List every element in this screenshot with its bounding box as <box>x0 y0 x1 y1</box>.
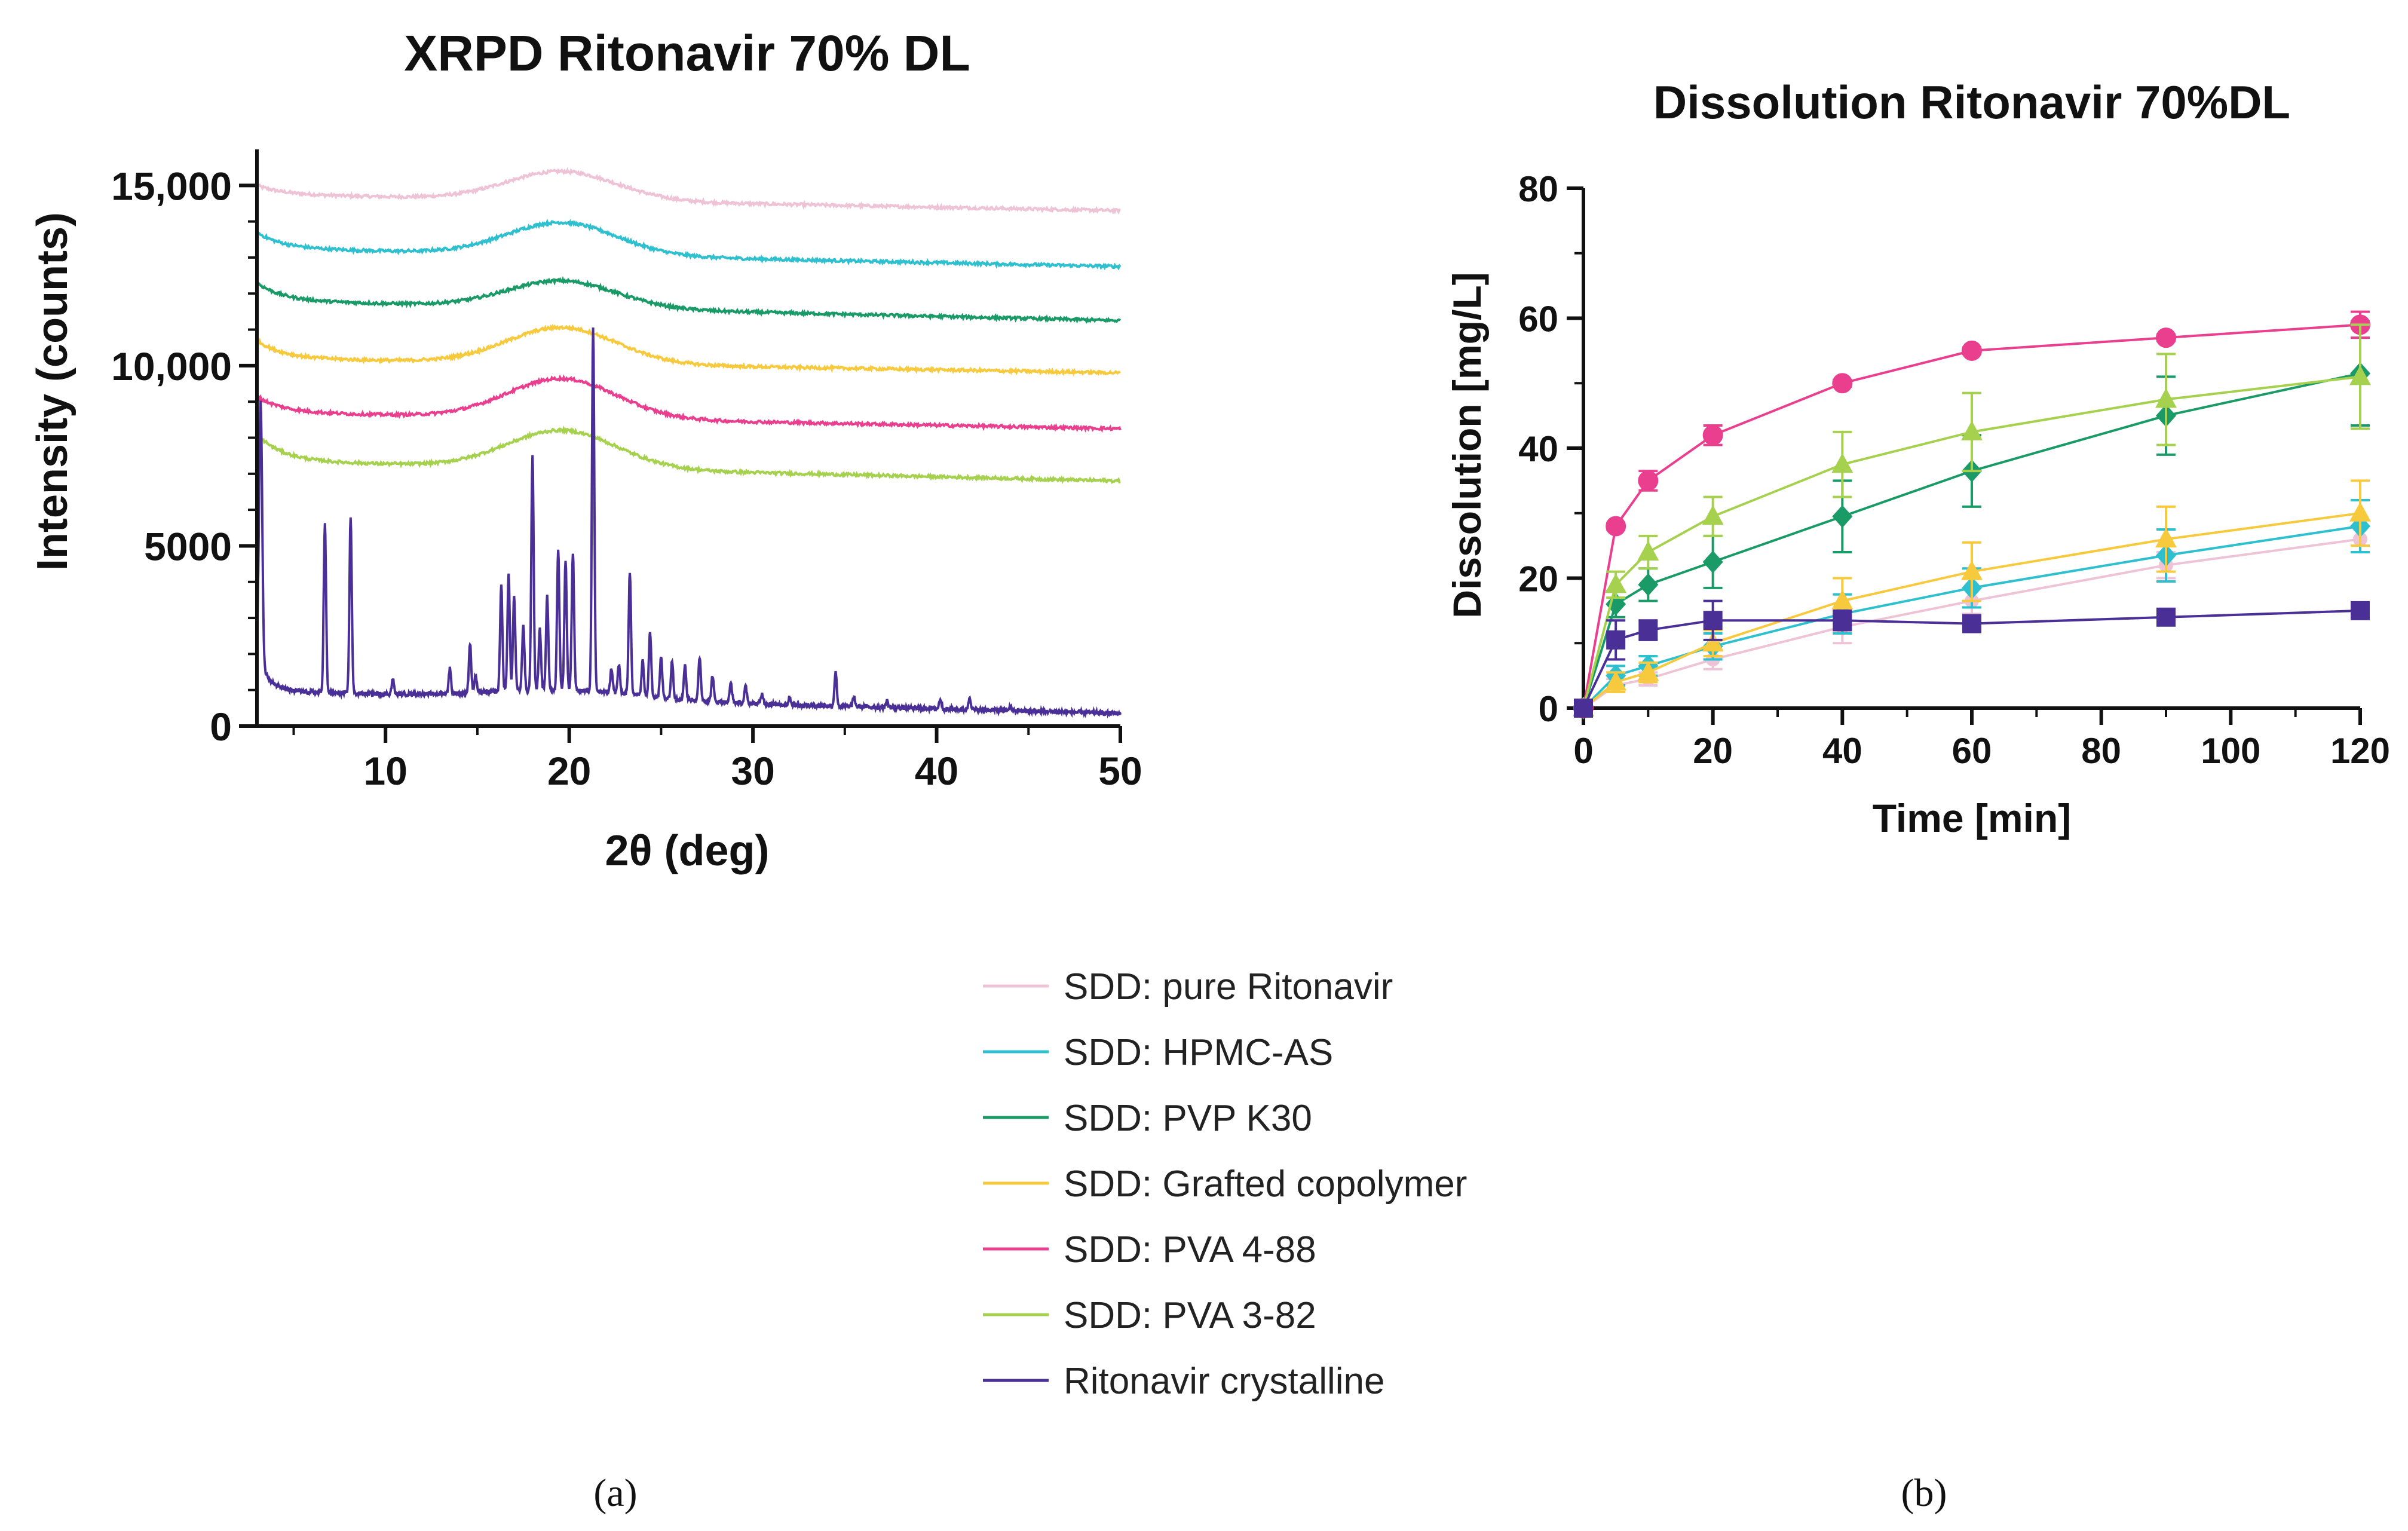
data-point <box>1637 541 1659 561</box>
xrpd-trace-2 <box>256 218 1122 271</box>
dissolution-x-tick-label: 60 <box>1952 731 1992 771</box>
xrpd-title: XRPD Ritonavir 70% DL <box>404 25 970 81</box>
dissolution-y-tick-label: 40 <box>1518 429 1558 469</box>
data-point <box>1832 373 1853 394</box>
data-point <box>1702 632 1724 652</box>
dissolution-x-tick-label: 20 <box>1693 731 1733 771</box>
series-line <box>1582 375 2361 709</box>
data-point <box>1638 573 1659 596</box>
data-point <box>2156 607 2176 627</box>
legend-item: SDD: pure Ritonavir <box>983 966 1393 1008</box>
dissolution-y-tick-label: 20 <box>1518 559 1558 599</box>
xrpd-chart: XRPD Ritonavir 70% DL 0 5000 10,000 15,000 1… <box>29 25 1142 875</box>
legend: SDD: pure Ritonavir SDD: HPMC-AS SDD: PVP … <box>983 966 1467 1402</box>
data-point <box>1962 340 1982 361</box>
legend-label: SDD: Grafted copolymer <box>1064 1163 1467 1205</box>
data-point <box>2349 501 2371 522</box>
xrpd-y-tick-label: 0 <box>210 705 232 749</box>
data-point <box>1831 589 1854 610</box>
data-point <box>1961 560 1983 580</box>
data-point <box>1703 611 1723 630</box>
xrpd-y-tick-label: 15,000 <box>111 164 232 208</box>
dissolution-y-tick-label: 60 <box>1518 299 1558 339</box>
data-point <box>1605 670 1627 691</box>
legend-label: SDD: PVA 4-88 <box>1064 1229 1316 1270</box>
dissolution-x-tick-label: 120 <box>2330 731 2390 771</box>
xrpd-trace-crystalline <box>256 327 1122 719</box>
legend-item: SDD: HPMC-AS <box>983 1032 1333 1073</box>
dissolution-series-3 <box>1573 320 2370 719</box>
dissolution-y-tick-label: 0 <box>1539 689 1558 729</box>
xrpd-x-tick-label: 50 <box>1098 749 1142 793</box>
dissolution-x-tick-label: 80 <box>2081 731 2121 771</box>
data-point <box>2155 388 2177 408</box>
panel-label-a: (a) <box>593 1471 637 1515</box>
data-point <box>1702 505 1724 525</box>
data-point <box>1637 661 1659 681</box>
dissolution-axes: 0 20 40 60 80 0 20 40 60 80 100 120 <box>1518 169 2390 771</box>
xrpd-trace-4 <box>256 323 1121 377</box>
data-point <box>1702 550 1723 574</box>
dissolution-series-4 <box>1573 479 2371 716</box>
data-point <box>1638 470 1659 491</box>
data-point <box>2349 365 2371 385</box>
data-point <box>2156 327 2176 348</box>
legend-label: Ritonavir crystalline <box>1064 1361 1385 1402</box>
dissolution-y-axis-label: Dissolution [mg/L] <box>1445 272 1489 618</box>
data-point <box>1606 630 1626 650</box>
dissolution-x-tick-label: 40 <box>1822 731 1862 771</box>
legend-label: SDD: pure Ritonavir <box>1064 966 1393 1008</box>
legend-item: Ritonavir crystalline <box>983 1361 1385 1402</box>
series-line <box>1582 512 2361 709</box>
xrpd-y-tick-label: 5000 <box>144 524 232 568</box>
data-point <box>1574 699 1593 718</box>
dissolution-series-6 <box>1573 323 2371 716</box>
dissolution-y-tick-label: 80 <box>1518 169 1558 209</box>
xrpd-x-tick-label: 30 <box>731 749 774 793</box>
data-point <box>1833 611 1852 630</box>
dissolution-x-tick-label: 100 <box>2201 731 2260 771</box>
xrpd-x-tick-label: 10 <box>364 749 408 793</box>
data-point <box>2351 601 2370 620</box>
data-point <box>1606 516 1626 537</box>
panel-label-b: (b) <box>1901 1471 1947 1515</box>
data-point <box>1961 420 1983 440</box>
xrpd-y-axis-label: Intensity (counts) <box>29 212 76 571</box>
legend-label: SDD: PVP K30 <box>1064 1098 1312 1139</box>
xrpd-x-axis-label: 2θ (deg) <box>605 827 770 875</box>
data-point <box>1831 453 1854 473</box>
xrpd-y-tick-label: 10,000 <box>111 344 232 388</box>
data-point <box>1702 425 1723 446</box>
data-point <box>1962 614 1981 633</box>
legend-item: SDD: PVA 4-88 <box>983 1229 1316 1270</box>
xrpd-axes: 0 5000 10,000 15,000 10 20 30 40 50 <box>111 149 1142 793</box>
data-point <box>2155 528 2177 548</box>
dissolution-x-axis-label: Time [min] <box>1873 796 2071 840</box>
dissolution-x-tick-label: 0 <box>1573 731 1593 771</box>
data-point <box>1638 620 1658 640</box>
dissolution-series-5 <box>1573 310 2370 718</box>
legend-item: SDD: PVP K30 <box>983 1098 1312 1139</box>
xrpd-trace-5 <box>256 374 1122 433</box>
dissolution-series-group <box>1573 310 2371 719</box>
dissolution-title: Dissolution Ritonavir 70%DL <box>1653 76 2290 128</box>
legend-label: SDD: HPMC-AS <box>1064 1032 1333 1073</box>
legend-label: SDD: PVA 3-82 <box>1064 1295 1316 1336</box>
xrpd-trace-1 <box>256 167 1121 215</box>
data-point <box>1832 505 1853 528</box>
legend-item: SDD: Grafted copolymer <box>983 1163 1467 1205</box>
xrpd-trace-3 <box>256 276 1122 324</box>
xrpd-trace-6 <box>256 425 1121 485</box>
dissolution-chart: Dissolution Ritonavir 70%DL 0 20 40 60 80 0 20… <box>1445 76 2390 840</box>
dissolution-series-7 <box>1574 599 2370 718</box>
legend-item: SDD: PVA 3-82 <box>983 1295 1316 1336</box>
xrpd-series-group <box>256 167 1122 719</box>
xrpd-x-tick-label: 40 <box>915 749 958 793</box>
data-point <box>1605 573 1627 593</box>
xrpd-x-tick-label: 20 <box>547 749 591 793</box>
